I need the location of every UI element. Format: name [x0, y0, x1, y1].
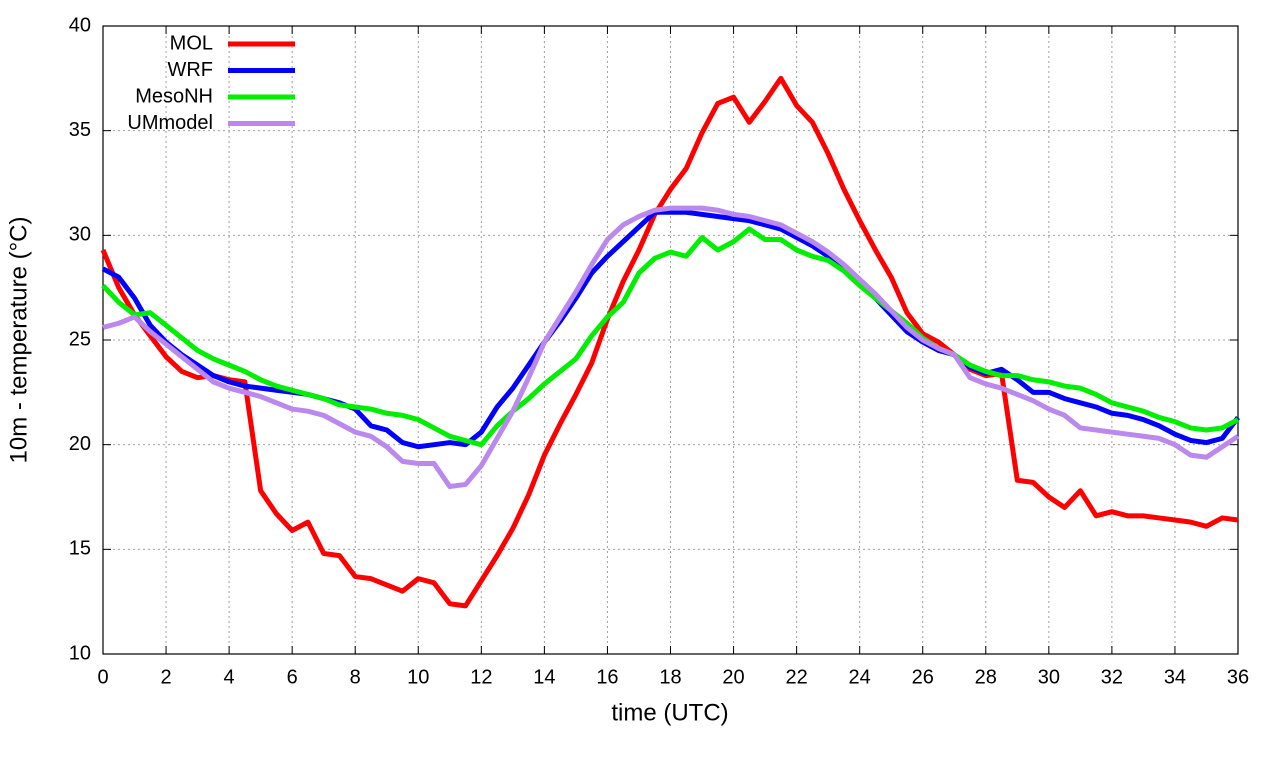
x-tick-label: 24 [849, 666, 871, 688]
plot-frame [102, 25, 1239, 655]
x-tick-label: 0 [97, 666, 108, 688]
x-tick-label: 12 [470, 666, 492, 688]
series-line [100, 75, 1239, 609]
x-tick-label: 20 [722, 666, 744, 688]
x-tick-label: 14 [533, 666, 555, 688]
y-axis-label: 10m - temperature (°C) [5, 217, 32, 464]
x-tick-label: 30 [1038, 666, 1060, 688]
x-tick-label: 4 [224, 666, 235, 688]
legend-label: MesoNH [135, 85, 213, 107]
x-tick-label: 32 [1101, 666, 1123, 688]
x-tick-label: 16 [596, 666, 618, 688]
y-tick-label: 40 [69, 14, 91, 36]
x-tick-label: 10 [407, 666, 429, 688]
series-line [101, 226, 1240, 448]
x-tick-label: 34 [1164, 666, 1186, 688]
y-tick-label: 20 [69, 433, 91, 455]
y-tick-label: 35 [69, 119, 91, 141]
x-tick-label: 8 [350, 666, 361, 688]
legend-label: WRF [167, 59, 213, 81]
x-tick-label: 36 [1227, 666, 1249, 688]
x-tick-label: 22 [785, 666, 807, 688]
y-tick-label: 25 [69, 328, 91, 350]
series-line [102, 205, 1240, 490]
y-tick-label: 15 [69, 538, 91, 560]
x-tick-label: 2 [160, 666, 171, 688]
y-tick-label: 10 [69, 642, 91, 664]
x-tick-label: 6 [287, 666, 298, 688]
x-tick-label: 28 [975, 666, 997, 688]
x-tick-label: 26 [912, 666, 934, 688]
y-tick-label: 30 [69, 224, 91, 246]
legend-label: UMmodel [127, 112, 213, 134]
legend-label: MOL [170, 32, 213, 54]
x-axis-label: time (UTC) [611, 699, 728, 726]
x-tick-label: 18 [659, 666, 681, 688]
